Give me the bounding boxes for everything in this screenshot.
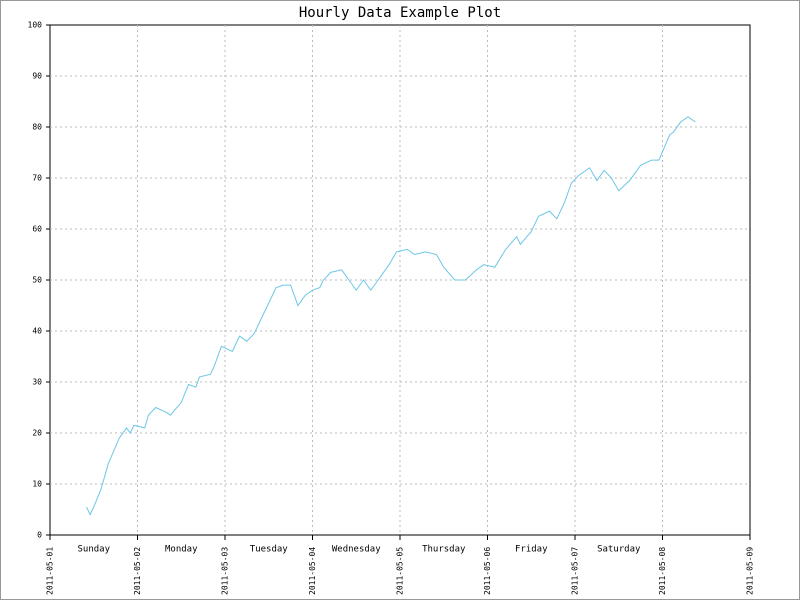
x-tick-label: 2011-05-08 [658, 547, 667, 595]
y-tick-label: 40 [32, 327, 42, 336]
x-tick-label: 2011-05-04 [308, 547, 317, 595]
y-tick-label: 0 [37, 531, 42, 540]
day-label: Friday [515, 545, 548, 555]
y-tick-label: 10 [32, 480, 42, 489]
day-label: Saturday [597, 545, 641, 555]
y-tick-label: 80 [32, 123, 42, 132]
day-label: Wednesday [332, 545, 381, 555]
y-tick-label: 20 [32, 429, 42, 438]
x-tick-label: 2011-05-07 [571, 547, 580, 595]
y-tick-label: 50 [32, 276, 42, 285]
x-tick-label: 2011-05-01 [46, 547, 55, 595]
day-label: Monday [165, 545, 198, 555]
y-tick-label: 60 [32, 225, 42, 234]
x-tick-label: 2011-05-05 [396, 547, 405, 595]
x-tick-label: 2011-05-03 [221, 547, 230, 595]
chart-title: Hourly Data Example Plot [299, 5, 501, 21]
x-tick-label: 2011-05-06 [483, 547, 492, 595]
day-label: Thursday [422, 545, 466, 555]
x-tick-label: 2011-05-09 [746, 547, 755, 595]
y-tick-label: 90 [32, 72, 42, 81]
y-tick-label: 70 [32, 174, 42, 183]
day-label: Tuesday [250, 545, 289, 555]
y-tick-label: 100 [28, 21, 43, 30]
y-tick-label: 30 [32, 378, 42, 387]
x-tick-label: 2011-05-02 [133, 547, 142, 595]
day-label: Sunday [77, 545, 110, 555]
data-line [86, 116, 696, 516]
